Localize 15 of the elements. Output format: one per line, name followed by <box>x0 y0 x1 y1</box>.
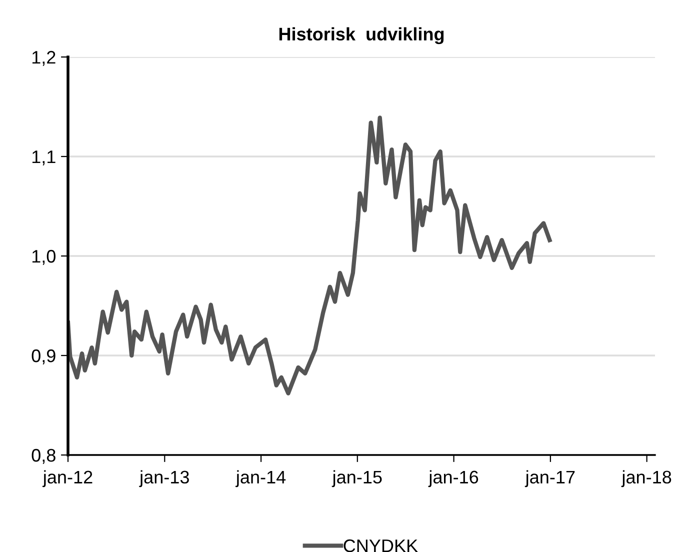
legend-label: CNYDKK <box>344 539 418 552</box>
line-series <box>68 116 552 396</box>
y-tick-label: 1,1 <box>32 150 56 166</box>
y-tick-label: 0,8 <box>32 448 56 464</box>
x-tick-label: jan-14 <box>235 470 286 488</box>
y-tick-label: 1,0 <box>32 250 56 265</box>
chart-title: Historisk udvikling <box>279 27 444 44</box>
x-tick-label: jan-15 <box>332 470 382 488</box>
y-tick-label: 1,2 <box>32 50 56 66</box>
x-tick-label: jan-17 <box>524 470 575 488</box>
y-tick-label: 0,9 <box>32 349 56 364</box>
x-tick-label: jan-12 <box>42 470 92 488</box>
x-tick-label: jan-13 <box>139 470 189 488</box>
x-tick-label: jan-18 <box>621 470 672 488</box>
x-tick-label: jan-16 <box>428 470 478 488</box>
